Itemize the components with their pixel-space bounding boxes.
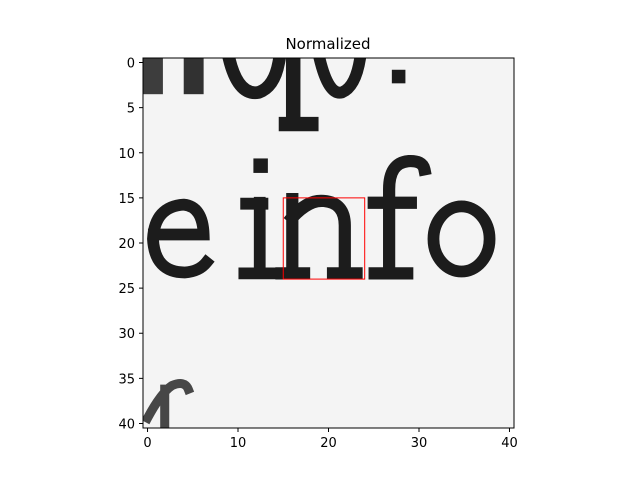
- glyph-e: [147, 198, 215, 279]
- glyph-top-2: [183, 58, 204, 95]
- y-tick-label-0: 0: [127, 57, 135, 72]
- x-tick-label-20: 20: [320, 436, 337, 451]
- glyph-f: [367, 154, 432, 280]
- glyph-top-4: [278, 58, 319, 132]
- y-tick-label-30: 30: [118, 327, 135, 342]
- glyph-o: [427, 200, 496, 278]
- text-glyphs: [143, 58, 496, 428]
- x-tick-label-30: 30: [411, 436, 428, 451]
- y-tick-label-35: 35: [118, 372, 135, 387]
- glyph-i-dot: [253, 158, 268, 173]
- paper-background: [143, 58, 514, 428]
- y-tick-label-5: 5: [127, 102, 135, 117]
- chart-title: Normalized: [285, 35, 370, 53]
- annotation-layer: [282, 197, 366, 280]
- axes-layer: 0 10 20 30 40 0 5 10 15 20 25 30 35 40: [118, 57, 517, 451]
- y-tick-label-20: 20: [118, 237, 135, 252]
- glyph-n: [275, 193, 363, 280]
- glyph-bottom: [143, 379, 195, 428]
- glyph-top-1: [143, 58, 163, 95]
- y-tick-label-25: 25: [118, 282, 135, 297]
- y-tick-label-10: 10: [118, 147, 135, 162]
- x-tick-label-0: 0: [143, 436, 151, 451]
- glyph-top-3: [222, 58, 287, 99]
- y-tick-label-15: 15: [118, 192, 135, 207]
- highlight-box-0: [282, 197, 366, 280]
- x-tick-label-40: 40: [501, 436, 518, 451]
- glyph-top-5: [313, 58, 367, 99]
- y-tick-label-40: 40: [118, 417, 135, 432]
- x-tick-label-10: 10: [230, 436, 247, 451]
- glyph-i: [238, 196, 281, 280]
- image-layer: [143, 58, 514, 428]
- glyph-top-period: [391, 69, 406, 84]
